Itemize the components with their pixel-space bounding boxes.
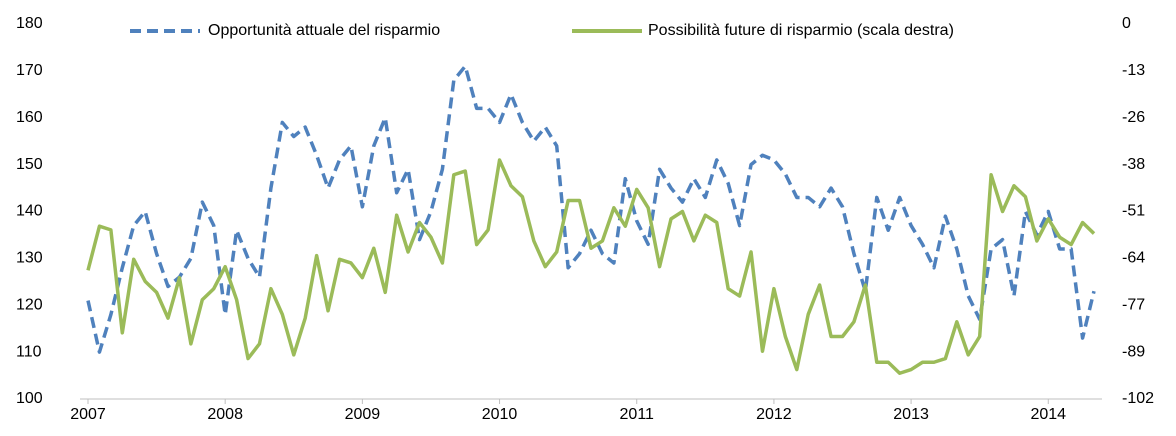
y-tick-label: 160 — [16, 109, 43, 126]
y2-tick-label: -77 — [1122, 296, 1145, 313]
y2-tick-label: 0 — [1122, 15, 1131, 32]
x-tick-label: 2013 — [893, 406, 929, 423]
x-tick-label: 2012 — [756, 406, 792, 423]
y-tick-label: 150 — [16, 156, 43, 173]
y-tick-label: 130 — [16, 250, 43, 267]
y-tick-label: 120 — [16, 296, 43, 313]
y-tick-label: 140 — [16, 203, 43, 220]
y2-tick-label: -89 — [1122, 343, 1145, 360]
y2-tick-label: -38 — [1122, 156, 1145, 173]
x-tick-label: 2007 — [70, 406, 106, 423]
legend-label: Possibilità future di risparmio (scala d… — [648, 22, 954, 39]
y2-tick-label: -26 — [1122, 109, 1145, 126]
y-tick-label: 110 — [16, 343, 42, 360]
y-tick-label: 170 — [16, 62, 43, 79]
x-tick-label: 2014 — [1030, 406, 1066, 423]
y2-tick-label: -13 — [1122, 62, 1145, 79]
x-tick-label: 2010 — [482, 406, 518, 423]
x-tick-label: 2008 — [207, 406, 243, 423]
y-tick-label: 100 — [16, 390, 43, 407]
y2-tick-label: -102 — [1122, 390, 1154, 407]
series-line — [86, 64, 1096, 354]
series-line — [86, 158, 1096, 376]
legend-label: Opportunità attuale del risparmio — [208, 22, 440, 39]
y-tick-label: 180 — [16, 15, 43, 32]
x-tick-label: 2009 — [345, 406, 381, 423]
x-tick-label: 2011 — [620, 406, 655, 423]
y2-tick-label: -64 — [1122, 250, 1145, 267]
y2-tick-label: -51 — [1122, 203, 1145, 220]
